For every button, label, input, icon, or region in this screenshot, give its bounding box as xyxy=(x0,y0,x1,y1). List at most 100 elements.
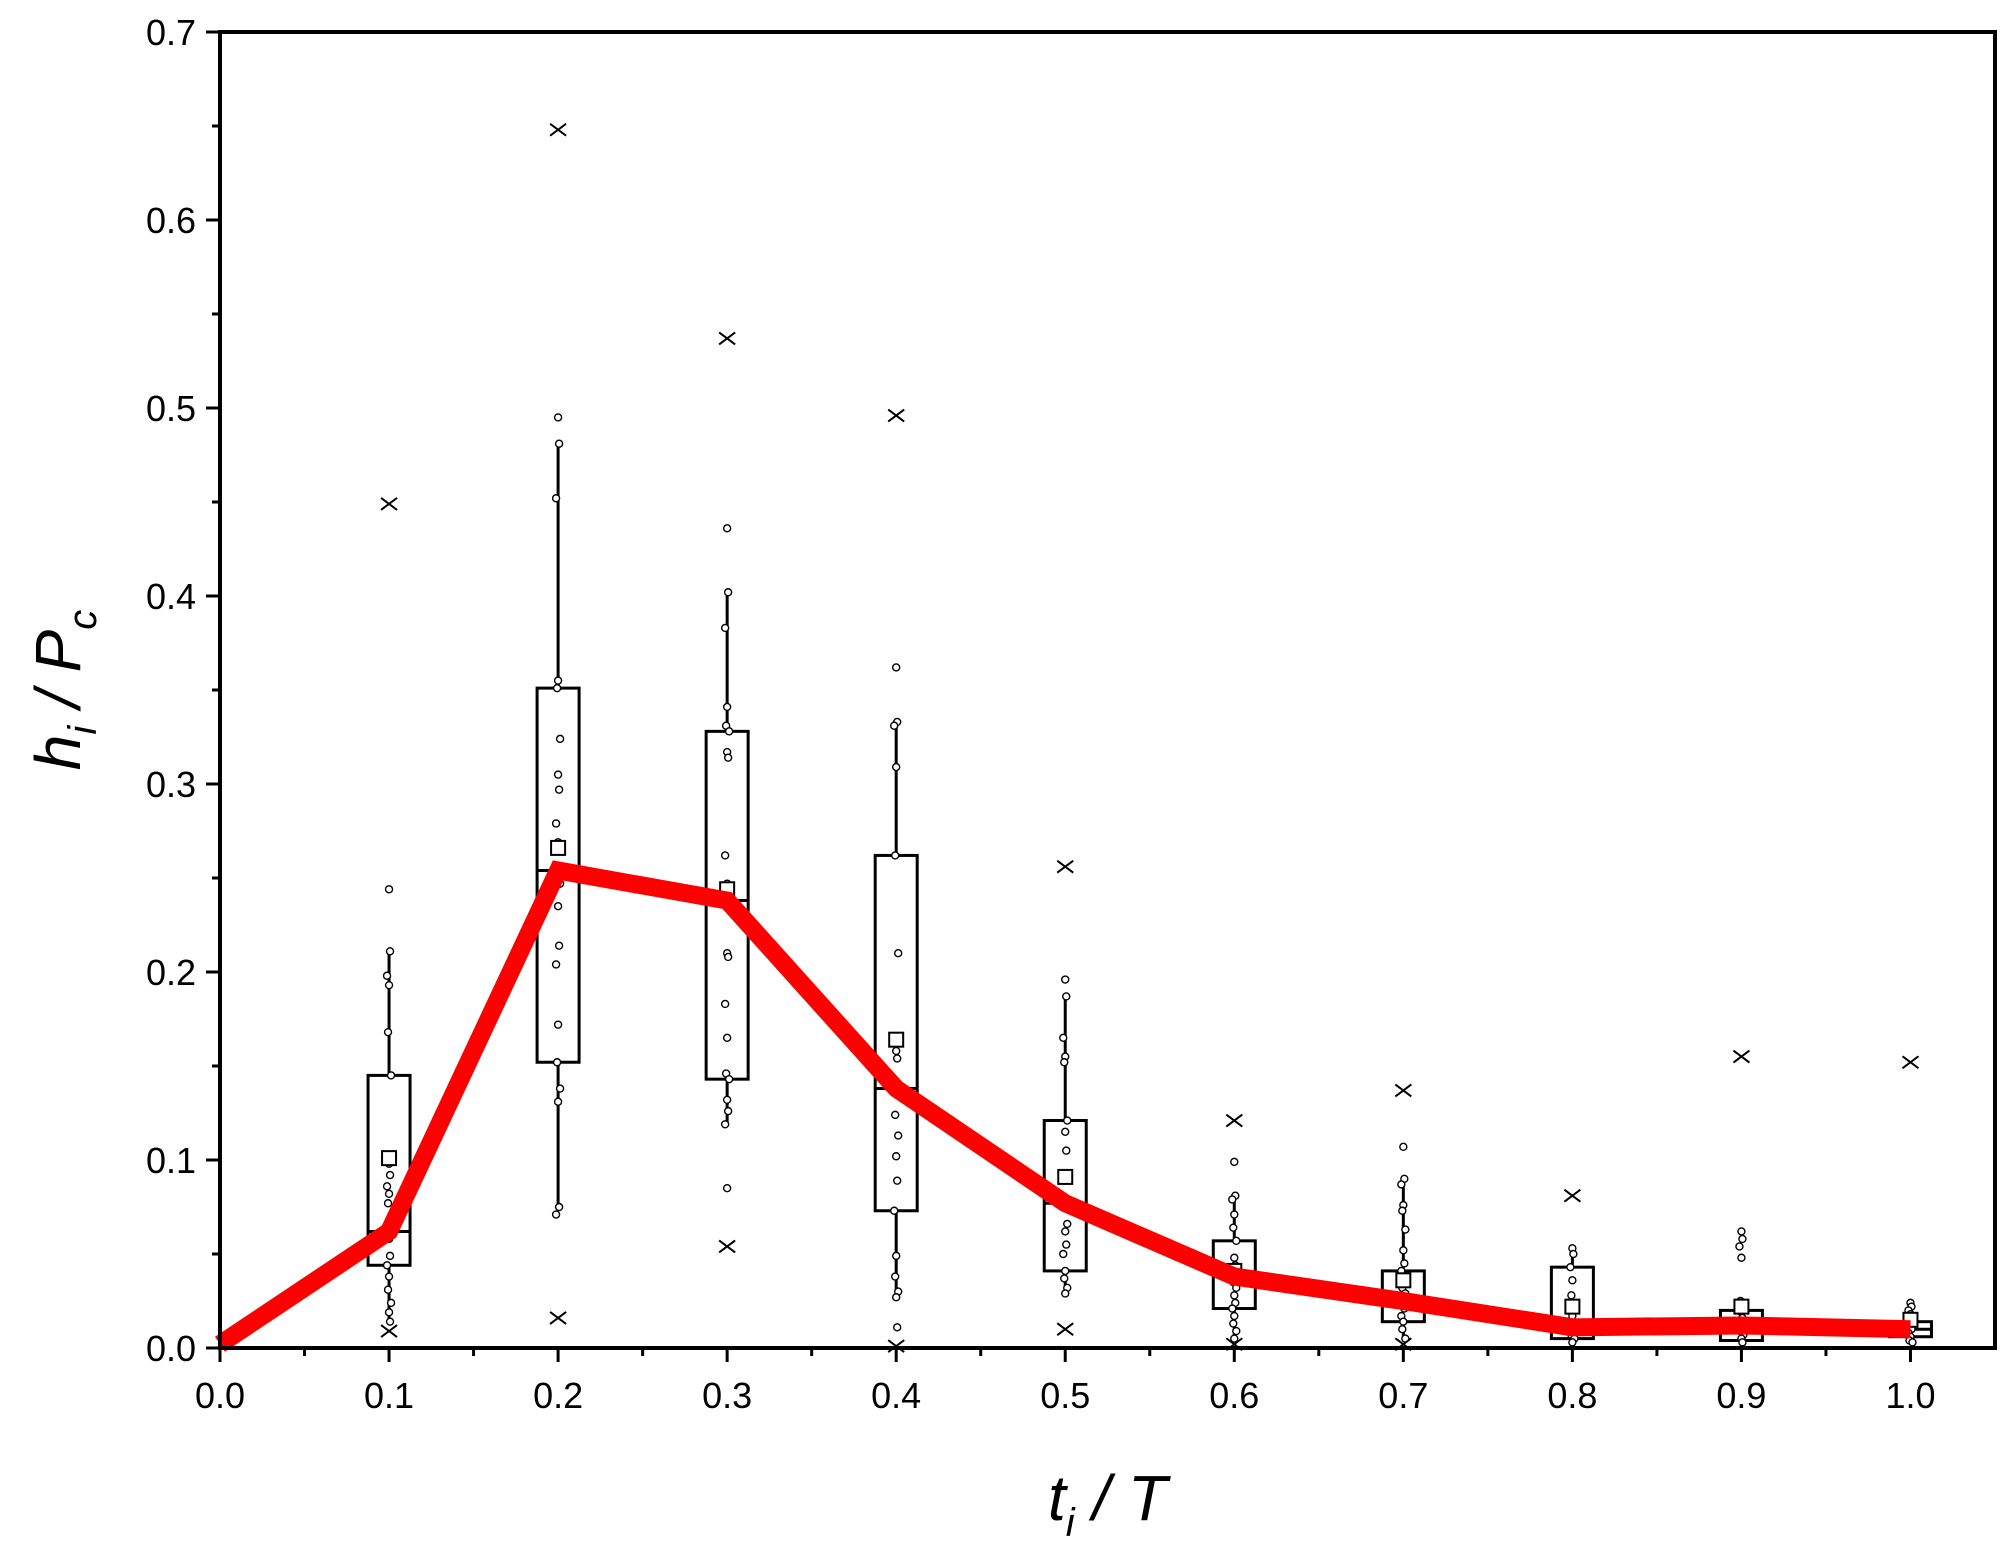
data-point xyxy=(720,851,730,860)
data-point xyxy=(890,851,900,860)
data-point xyxy=(1230,1311,1239,1321)
box-group xyxy=(1887,1055,1933,1347)
data-point xyxy=(555,1084,565,1093)
outlier-stroke xyxy=(1732,1049,1751,1064)
box-group xyxy=(1211,1113,1257,1352)
data-point xyxy=(893,1131,903,1140)
data-point xyxy=(891,762,901,772)
data-point xyxy=(384,1308,394,1317)
data-point xyxy=(723,588,733,597)
data-point xyxy=(722,524,732,533)
data-point xyxy=(722,1033,732,1043)
mean-trend-line xyxy=(215,860,1911,1352)
outlier-stroke xyxy=(1563,1188,1581,1203)
mean-marker xyxy=(381,1150,398,1167)
outlier-marker xyxy=(1056,1322,1074,1336)
data-point xyxy=(1401,1225,1410,1234)
data-point xyxy=(1061,1266,1070,1276)
data-point xyxy=(1735,1242,1744,1251)
data-point xyxy=(891,1152,901,1161)
outlier-marker xyxy=(1563,1188,1581,1203)
data-point xyxy=(554,785,564,794)
outlier-stroke xyxy=(380,497,398,511)
y-tick-label: 0.5 xyxy=(146,388,196,429)
outlier-marker xyxy=(718,1239,736,1254)
data-point xyxy=(385,947,395,956)
data-point xyxy=(1229,1223,1238,1232)
data-point xyxy=(1908,1338,1917,1347)
outlier-stroke xyxy=(1394,1083,1412,1098)
data-point xyxy=(1568,1338,1577,1347)
data-point xyxy=(722,1183,732,1193)
data-point xyxy=(1569,1249,1578,1259)
data-point xyxy=(723,1106,733,1116)
data-point xyxy=(1738,1234,1747,1244)
plot-frame xyxy=(218,30,1997,1350)
data-point xyxy=(553,770,563,779)
outlier-marker xyxy=(887,408,905,423)
box-group xyxy=(1718,1049,1764,1347)
outlier-marker xyxy=(380,497,398,511)
outlier-stroke xyxy=(380,1324,398,1338)
data-point xyxy=(891,1046,901,1056)
x-axis-title: ti / T xyxy=(1048,1462,1171,1545)
data-point xyxy=(1567,1291,1576,1300)
data-point xyxy=(555,734,565,744)
outlier-marker xyxy=(1225,1113,1243,1128)
mean-marker xyxy=(1733,1298,1750,1315)
y-axis-title: hi / Pc xyxy=(22,610,105,771)
data-point xyxy=(1060,1058,1069,1067)
outlier-marker xyxy=(1732,1049,1751,1064)
x-tick-label: 1.0 xyxy=(1885,1375,1935,1416)
data-point xyxy=(1738,1338,1747,1347)
data-point xyxy=(1398,1324,1407,1334)
data-point xyxy=(1397,1180,1406,1189)
outlier-stroke xyxy=(1225,1113,1243,1128)
outlier-stroke xyxy=(718,331,736,346)
y-tick-label: 0.2 xyxy=(146,952,196,993)
x-tick-label: 0.2 xyxy=(533,1375,583,1416)
data-point xyxy=(551,1210,561,1219)
data-point xyxy=(1228,1304,1237,1313)
data-point xyxy=(889,1206,899,1215)
outlier-marker xyxy=(718,331,736,346)
x-tick-label: 0.0 xyxy=(195,1375,245,1416)
data-point xyxy=(1230,1210,1239,1219)
data-point xyxy=(892,1054,902,1063)
data-point xyxy=(1566,1262,1575,1272)
data-point xyxy=(720,623,730,633)
data-point xyxy=(723,952,733,962)
data-point xyxy=(1398,1206,1407,1215)
y-tick-label: 0.4 xyxy=(146,576,196,617)
data-point xyxy=(553,1097,563,1106)
data-point xyxy=(1062,992,1071,1001)
box-group xyxy=(1042,859,1088,1336)
boxes-layer xyxy=(366,122,1933,1353)
data-point xyxy=(1568,1276,1577,1285)
data-point xyxy=(720,999,730,1009)
data-point xyxy=(722,1095,732,1105)
data-point xyxy=(1061,1227,1070,1236)
data-point xyxy=(893,949,903,958)
data-point xyxy=(1399,1246,1408,1255)
data-point xyxy=(891,663,901,672)
data-point xyxy=(554,1202,564,1212)
data-point xyxy=(1061,1289,1070,1298)
data-point xyxy=(1062,1240,1071,1249)
box-group xyxy=(704,331,750,1254)
data-point xyxy=(890,1272,900,1281)
data-point xyxy=(382,1182,392,1191)
data-point xyxy=(1063,1219,1072,1229)
outlier-stroke xyxy=(1056,1322,1074,1336)
outlier-marker xyxy=(549,122,567,137)
x-tick-label: 0.6 xyxy=(1209,1375,1259,1416)
data-point xyxy=(1230,1291,1239,1300)
line-layer xyxy=(215,860,1911,1352)
data-point xyxy=(1061,1127,1070,1137)
outlier-stroke xyxy=(718,1239,736,1254)
x-tick-label: 0.7 xyxy=(1378,1375,1428,1416)
data-point xyxy=(382,971,392,980)
data-point xyxy=(722,702,732,712)
outlier-marker xyxy=(380,1324,398,1338)
